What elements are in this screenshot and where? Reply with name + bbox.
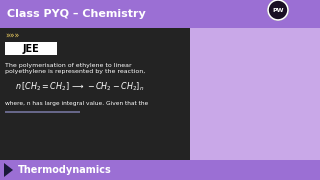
Text: Class PYQ – Chemistry: Class PYQ – Chemistry bbox=[7, 9, 146, 19]
FancyBboxPatch shape bbox=[0, 28, 190, 160]
Text: JEE: JEE bbox=[23, 44, 39, 53]
Text: »»»: »»» bbox=[5, 31, 19, 40]
Circle shape bbox=[268, 0, 288, 20]
FancyBboxPatch shape bbox=[190, 0, 320, 180]
FancyBboxPatch shape bbox=[0, 0, 320, 28]
FancyBboxPatch shape bbox=[5, 42, 57, 55]
Text: Thermodynamics: Thermodynamics bbox=[18, 165, 112, 175]
FancyBboxPatch shape bbox=[5, 111, 80, 113]
Text: The polymerisation of ethylene to linear: The polymerisation of ethylene to linear bbox=[5, 62, 132, 68]
Text: polyethylene is represented by the reaction,: polyethylene is represented by the react… bbox=[5, 69, 145, 75]
Polygon shape bbox=[4, 163, 13, 177]
Text: $n\,[CH_2 = CH_2]\,\longrightarrow\,-CH_2 - CH_2]_n$: $n\,[CH_2 = CH_2]\,\longrightarrow\,-CH_… bbox=[15, 81, 144, 93]
Polygon shape bbox=[190, 0, 206, 28]
Text: PW: PW bbox=[272, 8, 284, 12]
Text: where, n has large integral value. Given that the: where, n has large integral value. Given… bbox=[5, 102, 148, 107]
FancyBboxPatch shape bbox=[0, 160, 320, 180]
Polygon shape bbox=[190, 160, 206, 180]
